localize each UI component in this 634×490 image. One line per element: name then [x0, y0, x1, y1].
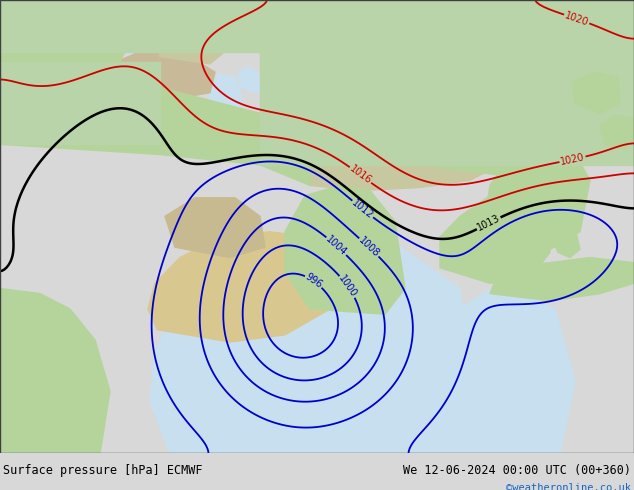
Text: We 12-06-2024 00:00 UTC (00+360): We 12-06-2024 00:00 UTC (00+360)	[403, 464, 631, 477]
Polygon shape	[148, 278, 200, 340]
Polygon shape	[552, 229, 580, 258]
Text: 1012: 1012	[350, 197, 375, 220]
Polygon shape	[155, 29, 225, 64]
Polygon shape	[285, 185, 405, 314]
Polygon shape	[0, 82, 310, 185]
Polygon shape	[0, 62, 160, 144]
Polygon shape	[485, 139, 590, 252]
Polygon shape	[260, 51, 634, 165]
Polygon shape	[400, 283, 575, 453]
Polygon shape	[150, 237, 470, 453]
Polygon shape	[0, 289, 110, 453]
Text: 1004: 1004	[324, 234, 349, 258]
Polygon shape	[408, 47, 634, 175]
Text: 1013: 1013	[476, 213, 502, 233]
Polygon shape	[344, 274, 368, 299]
Text: 1020: 1020	[564, 10, 590, 27]
Polygon shape	[600, 115, 634, 149]
Text: 1020: 1020	[559, 152, 586, 167]
Text: 1008: 1008	[356, 235, 381, 259]
Polygon shape	[118, 26, 180, 62]
Polygon shape	[0, 0, 634, 51]
Bar	[0, 0, 634, 453]
Text: ©weatheronline.co.uk: ©weatheronline.co.uk	[506, 483, 631, 490]
Polygon shape	[165, 198, 265, 258]
Polygon shape	[255, 139, 340, 177]
Polygon shape	[208, 74, 242, 119]
Polygon shape	[238, 67, 262, 93]
Polygon shape	[148, 232, 330, 342]
Text: 996: 996	[304, 272, 324, 291]
Text: Surface pressure [hPa] ECMWF: Surface pressure [hPa] ECMWF	[3, 464, 203, 477]
Polygon shape	[305, 123, 500, 191]
Polygon shape	[112, 51, 215, 98]
Polygon shape	[545, 194, 575, 232]
Text: 1016: 1016	[347, 164, 373, 186]
Polygon shape	[440, 191, 550, 283]
Polygon shape	[0, 0, 100, 82]
Polygon shape	[490, 258, 634, 301]
Polygon shape	[0, 0, 140, 62]
Polygon shape	[572, 72, 620, 113]
Text: 1000: 1000	[337, 273, 359, 299]
Polygon shape	[0, 0, 110, 82]
